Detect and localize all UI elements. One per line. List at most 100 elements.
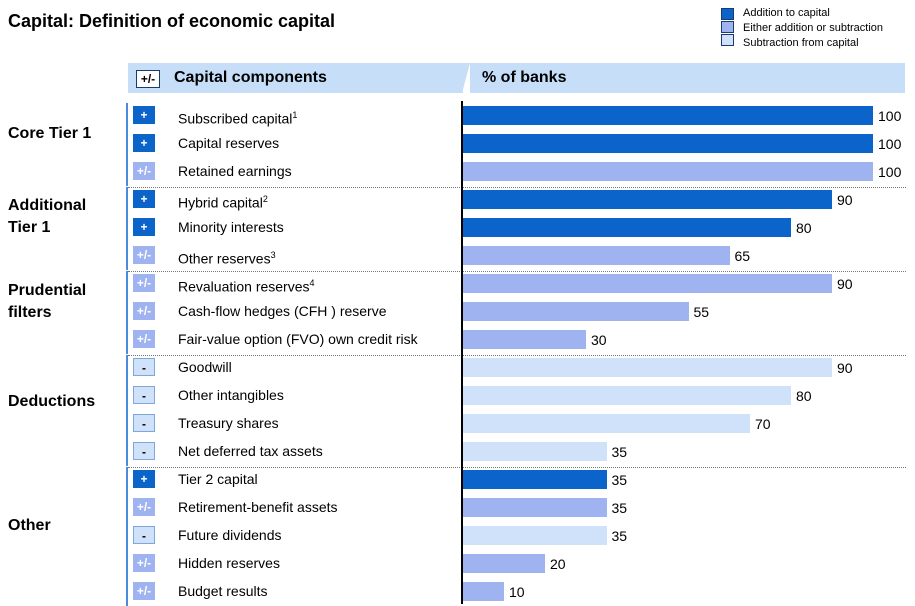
component-name: Net deferred tax assets [178, 443, 323, 459]
value-label-revaluation-reserves: 90 [837, 276, 853, 292]
x-axis-baseline [461, 101, 463, 604]
bar-retained-earnings [463, 162, 873, 181]
group-separator [128, 467, 906, 468]
group-label-deductions: Deductions [8, 393, 96, 410]
group-bracket-2 [126, 271, 128, 354]
bar-net-deferred-tax-assets [463, 442, 607, 461]
bar-tier-2-capital [463, 470, 607, 489]
bar-retirement-benefit-assets [463, 498, 607, 517]
component-name: Budget results [178, 583, 268, 599]
value-label-hidden-reserves: 20 [550, 556, 566, 572]
value-label-goodwill: 90 [837, 360, 853, 376]
sign-box-fair-value-option-fvo-own-credit-risk: +/- [133, 330, 155, 348]
legend-label-subtraction: Subtraction from capital [743, 37, 859, 49]
value-label-budget-results: 10 [509, 584, 525, 600]
component-name: Tier 2 capital [178, 471, 258, 487]
group-bracket-4 [126, 467, 128, 606]
component-label-retained-earnings: Retained earnings [178, 162, 292, 180]
component-name: Retained earnings [178, 163, 292, 179]
component-label-goodwill: Goodwill [178, 358, 232, 376]
group-separator [128, 355, 906, 356]
bar-other-intangibles [463, 386, 791, 405]
component-label-net-deferred-tax-assets: Net deferred tax assets [178, 442, 323, 460]
component-label-budget-results: Budget results [178, 582, 268, 600]
bar-fair-value-option-fvo-own-credit-risk [463, 330, 586, 349]
chart-title: Capital: Definition of economic capital [8, 11, 336, 31]
legend-swatch-addition [721, 8, 734, 20]
value-label-treasury-shares: 70 [755, 416, 771, 432]
sign-box-capital-reserves: + [133, 134, 155, 152]
sign-box-other-reserves: +/- [133, 246, 155, 264]
component-label-hybrid-capital: Hybrid capital2 [178, 190, 268, 212]
component-name: Future dividends [178, 527, 282, 543]
value-label-other-reserves: 65 [734, 248, 751, 264]
footnote-marker: 4 [309, 278, 315, 288]
bar-capital-reserves [463, 134, 873, 153]
component-label-treasury-shares: Treasury shares [178, 414, 279, 432]
legend-swatch-subtraction [721, 34, 734, 46]
bar-other-reserves [463, 246, 730, 265]
group-separator [128, 271, 906, 272]
sign-box-retirement-benefit-assets: +/- [133, 498, 155, 516]
bar-cash-flow-hedges-cfh-reserve [463, 302, 689, 321]
group-bracket-3 [126, 355, 128, 466]
component-label-capital-reserves: Capital reserves [178, 134, 279, 152]
component-label-future-dividends: Future dividends [178, 526, 282, 544]
bar-hidden-reserves [463, 554, 545, 573]
legend-swatch-either [721, 21, 734, 33]
component-name: Minority interests [178, 219, 284, 235]
legend-label-either: Either addition or subtraction [743, 22, 884, 34]
footnote-marker: 3 [270, 250, 276, 260]
group-label-core-tier-1: Core Tier 1 [8, 125, 92, 142]
component-label-other-intangibles: Other intangibles [178, 386, 284, 404]
component-name: Other reserves [178, 250, 271, 267]
group-label-other: Other [8, 517, 51, 534]
group-label-additional-tier-1: Additional Tier 1 [8, 197, 87, 236]
sign-box-revaluation-reserves: +/- [133, 274, 155, 292]
component-name: Cash-flow hedges (CFH ) reserve [178, 303, 387, 319]
group-label-prudential-filters: Prudential filters [8, 282, 87, 321]
component-label-fair-value-option-fvo-own-credit-risk: Fair-value option (FVO) own credit risk [178, 330, 418, 348]
component-label-hidden-reserves: Hidden reserves [178, 554, 280, 572]
header-components-band [128, 63, 463, 93]
sign-box-minority-interests: + [133, 218, 155, 236]
footnote-marker: 2 [262, 194, 268, 204]
component-label-cash-flow-hedges-cfh-reserve: Cash-flow hedges (CFH ) reserve [178, 302, 387, 320]
component-name: Retirement-benefit assets [178, 499, 338, 515]
sign-box-future-dividends: - [133, 526, 155, 544]
group-bracket-1 [126, 187, 128, 270]
value-label-future-dividends: 35 [611, 528, 628, 544]
footnote-marker: 1 [292, 110, 298, 120]
sign-box-budget-results: +/- [133, 582, 155, 600]
sign-box-subscribed-capital: + [133, 106, 155, 124]
group-separator [128, 187, 906, 188]
value-label-minority-interests: 80 [796, 220, 812, 236]
bar-minority-interests [463, 218, 791, 237]
legend-label-addition: Addition to capital [743, 7, 830, 19]
component-name: Capital reserves [178, 135, 280, 151]
component-name: Other intangibles [178, 387, 284, 403]
sign-box-treasury-shares: - [133, 414, 155, 432]
header-divider [452, 63, 470, 93]
value-label-other-intangibles: 80 [796, 388, 812, 404]
header-percent-of-banks: % of banks [482, 69, 567, 86]
sign-box-hybrid-capital: + [133, 190, 155, 208]
component-name: Goodwill [178, 359, 232, 375]
component-name: Hybrid capital [178, 194, 263, 211]
sign-box-tier-2-capital: + [133, 470, 155, 488]
component-name: Fair-value option (FVO) own credit risk [178, 331, 418, 347]
sign-box-cash-flow-hedges-cfh-reserve: +/- [133, 302, 155, 320]
value-label-fair-value-option-fvo-own-credit-risk: 30 [591, 332, 607, 348]
component-name: Revaluation reserves [178, 278, 310, 295]
bar-treasury-shares [463, 414, 750, 433]
value-label-tier-2-capital: 35 [611, 472, 628, 488]
bar-hybrid-capital [463, 190, 832, 209]
bar-goodwill [463, 358, 832, 377]
component-name: Treasury shares [178, 415, 279, 431]
value-label-retained-earnings: 100 [878, 164, 902, 180]
component-label-revaluation-reserves: Revaluation reserves4 [178, 274, 315, 296]
group-bracket-0 [126, 103, 128, 186]
bar-future-dividends [463, 526, 607, 545]
component-label-retirement-benefit-assets: Retirement-benefit assets [178, 498, 338, 516]
value-label-retirement-benefit-assets: 35 [611, 500, 628, 516]
